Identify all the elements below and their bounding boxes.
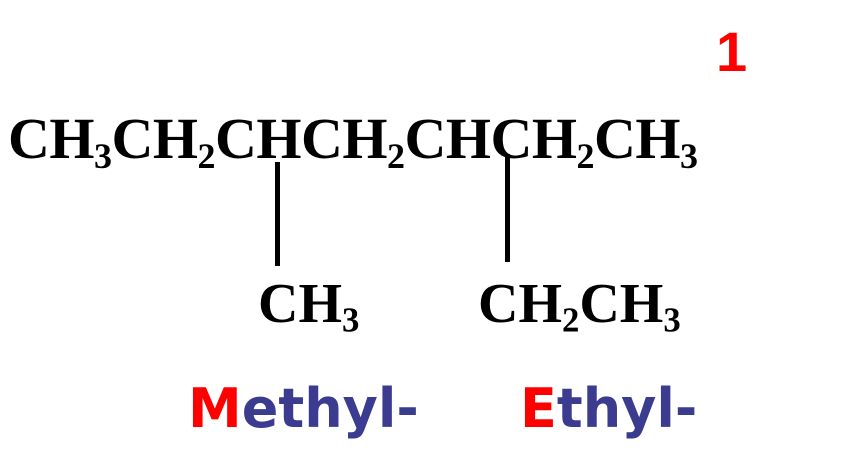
formula-subscript: 3 xyxy=(663,300,681,340)
formula-subscript: 3 xyxy=(679,136,698,177)
methyl-bond-line xyxy=(275,162,280,266)
formula-subscript: 3 xyxy=(94,136,112,177)
methyl-branch-formula: CH3 xyxy=(258,273,359,338)
ethyl-prefix-label: Ethyl- xyxy=(520,382,697,436)
formula-atoms: CH xyxy=(8,106,95,171)
methyl-prefix-rest: ethyl- xyxy=(241,377,419,440)
ethyl-branch-formula: CH2CH3 xyxy=(478,273,681,338)
main-chain-formula: CH3CH2CHCH2CHCH2CH3 xyxy=(8,110,698,175)
ethyl-prefix-rest: thyl- xyxy=(556,377,698,440)
ethyl-prefix-initial: E xyxy=(520,377,557,440)
formula-subscript: 2 xyxy=(386,136,405,177)
formula-subscript: 2 xyxy=(197,136,215,177)
formula-atoms: CH xyxy=(478,273,562,335)
formula-atoms: CHCH xyxy=(214,106,388,171)
formula-atoms: CH xyxy=(258,273,342,335)
formula-subscript: 2 xyxy=(576,136,594,177)
formula-atoms: CH xyxy=(579,273,664,335)
formula-atoms: CH xyxy=(111,106,198,171)
formula-atoms: CH xyxy=(593,106,681,171)
formula-atoms: CHCH xyxy=(404,106,577,171)
methyl-prefix-label: Methyl- xyxy=(188,382,419,436)
ethyl-bond-line xyxy=(505,154,510,262)
formula-subscript: 2 xyxy=(562,300,580,340)
carbon-number-label: 1 xyxy=(716,20,748,83)
methyl-prefix-initial: M xyxy=(188,377,242,440)
formula-subscript: 3 xyxy=(342,300,360,340)
